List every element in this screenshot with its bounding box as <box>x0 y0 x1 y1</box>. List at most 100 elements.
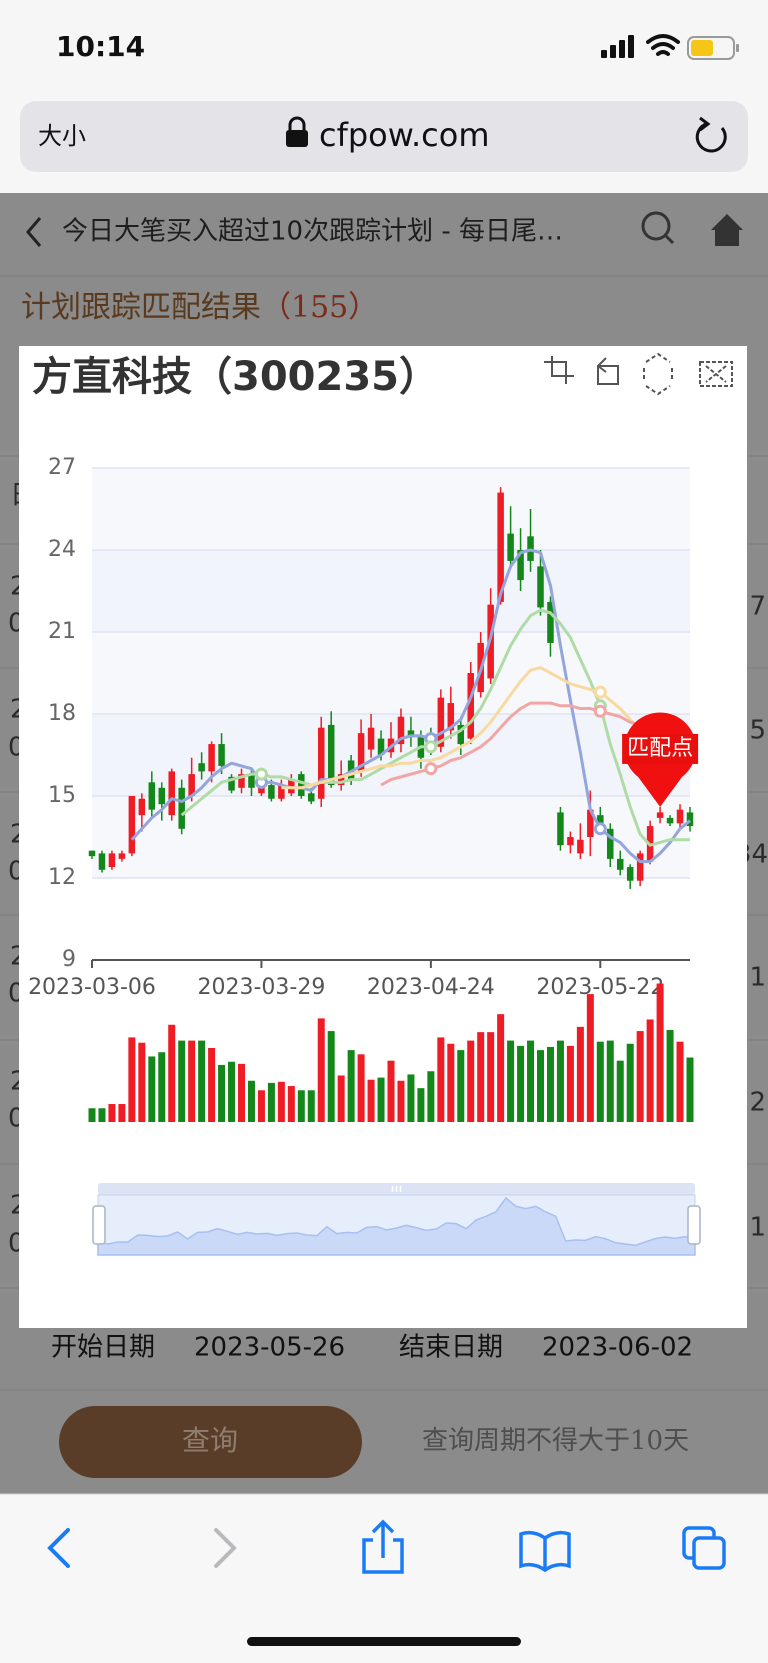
candle-body <box>218 744 225 766</box>
ma-line <box>281 666 652 790</box>
chart-title: 方直科技（300235） <box>32 354 439 400</box>
y-tick-label: 12 <box>48 865 76 890</box>
volume-bar <box>307 1090 315 1122</box>
candle-body <box>547 601 554 643</box>
battery-level <box>691 40 713 56</box>
reload-icon[interactable] <box>695 122 727 153</box>
mark-label-bg <box>622 733 699 764</box>
start-date[interactable]: 2023-05-26 <box>194 1333 345 1363</box>
candle-body <box>248 774 255 788</box>
url-bar[interactable] <box>20 101 748 172</box>
candle-body <box>447 703 455 731</box>
volume-bar <box>546 1046 554 1122</box>
y-tick-label: 15 <box>48 783 76 808</box>
tool-restore[interactable] <box>597 357 619 385</box>
candle-body <box>626 867 634 881</box>
result-count: （155） <box>261 290 378 325</box>
x-tick-label: 2023-03-06 <box>28 975 156 1000</box>
volume-bar <box>228 1061 236 1122</box>
search-handle <box>663 233 675 245</box>
cell: 2 <box>749 1088 766 1118</box>
volume-bar <box>537 1050 544 1122</box>
volume-bar <box>407 1074 415 1122</box>
candle-body <box>148 782 156 810</box>
volume-bar <box>208 1048 216 1122</box>
battery-icon <box>687 36 735 60</box>
candle-body <box>327 724 335 786</box>
volume-bar <box>317 1018 325 1122</box>
candle-body <box>108 853 116 868</box>
url-text[interactable]: cfpow.com <box>319 116 490 154</box>
search-icon[interactable] <box>641 211 671 241</box>
volume-bar <box>247 1080 255 1122</box>
candlestick-chart: 9 12 15 18 21 24 27 2023-03-06 2023-03-29 2023-04… <box>28 455 701 1256</box>
tool-zoom[interactable] <box>544 356 574 384</box>
signal-point <box>254 767 268 781</box>
volume-bar <box>178 1040 186 1122</box>
nav-forward[interactable] <box>214 1528 237 1568</box>
volume-bar <box>417 1088 425 1122</box>
volume-bar <box>457 1050 465 1122</box>
volume-bar <box>367 1079 375 1122</box>
mark-label: 匹配点 <box>627 736 693 761</box>
signal-point <box>593 704 607 718</box>
candle-body <box>497 492 504 602</box>
candle-body <box>457 724 465 745</box>
volume-bar <box>477 1032 485 1122</box>
query-button[interactable] <box>59 1406 362 1478</box>
volume-bar <box>656 983 664 1122</box>
candle-body <box>537 566 544 608</box>
candle-body <box>597 815 604 827</box>
home-indicator <box>247 1637 521 1646</box>
tool-fullscreen[interactable] <box>643 352 673 396</box>
volume-bar <box>377 1077 385 1122</box>
y-tick-label: 9 <box>62 947 76 972</box>
candle-body <box>666 817 674 824</box>
nav-back[interactable] <box>47 1528 70 1568</box>
signal-point <box>593 822 607 836</box>
candle-body <box>138 798 146 816</box>
volume-bar <box>576 1026 584 1122</box>
x-tick-label: 2023-04-24 <box>367 975 495 1000</box>
signal-icon <box>601 35 634 58</box>
bookmarks-button[interactable] <box>519 1530 571 1573</box>
candle-body <box>437 697 445 747</box>
slider-data-shadow <box>97 1196 696 1256</box>
volume-bar <box>188 1040 196 1122</box>
wifi-icon <box>646 34 680 56</box>
candle-body <box>228 776 235 791</box>
end-date[interactable]: 2023-06-02 <box>542 1333 693 1363</box>
candle-body <box>407 730 415 736</box>
volume-bar <box>666 1030 674 1122</box>
candle-body <box>337 774 345 786</box>
tool-close[interactable] <box>699 361 733 387</box>
ma-line <box>130 548 691 864</box>
home-icon[interactable] <box>711 214 743 246</box>
text-size-button[interactable]: 大小 <box>38 122 86 150</box>
back-button[interactable] <box>26 217 42 247</box>
query-button-label[interactable]: 查询 <box>182 1424 238 1457</box>
lock-icon <box>286 116 308 147</box>
share-button[interactable] <box>362 1519 404 1574</box>
x-tick-label: 2023-05-22 <box>536 975 664 1000</box>
candle-body <box>467 673 474 739</box>
candle-body <box>198 763 205 772</box>
slider-grip <box>391 1186 402 1192</box>
candle-body <box>686 812 694 827</box>
candle-body <box>238 774 245 788</box>
signal-point <box>593 685 607 699</box>
candle-body <box>557 812 564 846</box>
volume-bar <box>138 1042 146 1122</box>
candle-body <box>357 733 365 772</box>
volume-bar <box>387 1060 395 1122</box>
volume-bar <box>527 1040 535 1122</box>
tabs-button[interactable] <box>682 1526 726 1570</box>
candle-body <box>317 727 325 799</box>
volume-bar <box>676 1041 684 1122</box>
split-area <box>92 632 690 714</box>
volume-bar <box>507 1040 515 1122</box>
candle-body <box>616 858 624 870</box>
volume-bar <box>158 1052 166 1122</box>
